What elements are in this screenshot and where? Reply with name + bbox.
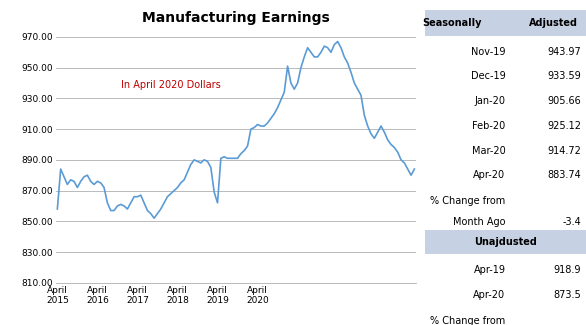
Text: Month Ago: Month Ago xyxy=(453,217,505,227)
Text: 883.74: 883.74 xyxy=(547,170,581,180)
Text: 905.66: 905.66 xyxy=(547,96,581,106)
Text: Nov-19: Nov-19 xyxy=(471,47,505,57)
Text: 943.97: 943.97 xyxy=(547,47,581,57)
Title: Manufacturing Earnings: Manufacturing Earnings xyxy=(142,11,330,25)
Text: Apr-20: Apr-20 xyxy=(473,290,505,300)
Text: Seasonally: Seasonally xyxy=(422,18,481,28)
Text: Mar-20: Mar-20 xyxy=(472,146,505,156)
Text: -3.4: -3.4 xyxy=(563,217,581,227)
Text: Feb-20: Feb-20 xyxy=(472,121,505,131)
Text: Apr-19: Apr-19 xyxy=(473,265,505,275)
Text: 933.59: 933.59 xyxy=(547,72,581,82)
Text: Apr-20: Apr-20 xyxy=(473,170,505,180)
Text: Unajdusted: Unajdusted xyxy=(474,237,537,247)
Text: 873.5: 873.5 xyxy=(553,290,581,300)
Text: 925.12: 925.12 xyxy=(547,121,581,131)
Text: Jan-20: Jan-20 xyxy=(475,96,505,106)
Text: Adjusted: Adjusted xyxy=(529,18,578,28)
Bar xyxy=(425,229,586,254)
Text: Dec-19: Dec-19 xyxy=(471,72,505,82)
Text: In April 2020 Dollars: In April 2020 Dollars xyxy=(121,80,220,90)
Text: % Change from: % Change from xyxy=(430,316,505,325)
Text: 914.72: 914.72 xyxy=(547,146,581,156)
Text: % Change from: % Change from xyxy=(430,196,505,206)
Bar xyxy=(425,10,586,36)
Text: 918.9: 918.9 xyxy=(554,265,581,275)
